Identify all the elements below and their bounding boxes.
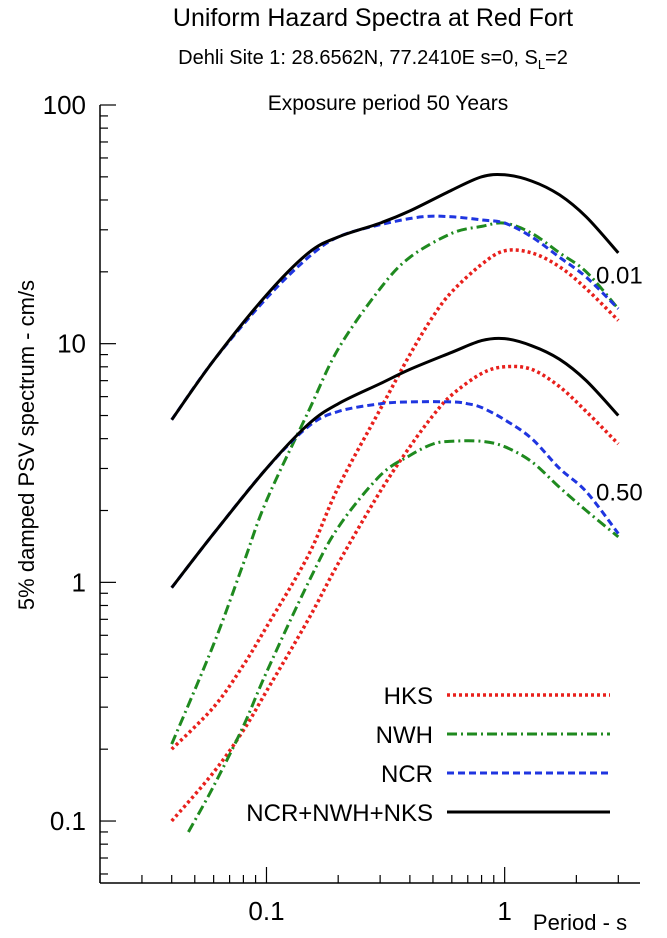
curve-ncr-0.50	[170, 400, 620, 589]
x-tick-label: 1	[497, 896, 511, 926]
curve-tot-0.50	[170, 336, 620, 589]
chart-subtitle: Dehli Site 1: 28.6562N, 77.2410E s=0, SL…	[178, 47, 568, 72]
x-tick-label: 0.1	[248, 896, 284, 926]
curve-hks-0.50	[170, 364, 620, 823]
legend-label: NWH	[376, 722, 433, 749]
curve-label: 0.50	[596, 480, 643, 507]
y-tick-label: 10	[57, 329, 86, 359]
curve-ncr-0.01	[170, 214, 620, 421]
chart-subtitle-subscript: L	[538, 57, 545, 72]
curve-nwh-0.50	[187, 439, 620, 833]
legend-label: NCR+NWH+NKS	[246, 800, 433, 827]
y-tick-label: 100	[43, 90, 86, 120]
curve-nwh-0.01	[170, 221, 620, 745]
legend: HKS NWH NCR NCR+NWH+NKS	[246, 683, 610, 827]
chart-subtitle-end: =2	[545, 47, 568, 69]
y-tick-label: 0.1	[50, 806, 86, 836]
legend-label: NCR	[381, 761, 433, 788]
axes: 100 10 1 0.1 0.1 1	[43, 90, 640, 926]
x-axis-label: Period - s	[533, 910, 627, 935]
chart-title: Uniform Hazard Spectra at Red Fort	[173, 4, 573, 32]
curve-labels: 0.01 0.50	[596, 262, 643, 506]
chart-annotation: Exposure period 50 Years	[268, 92, 509, 115]
y-tick-label: 1	[72, 567, 86, 597]
curve-label: 0.01	[596, 262, 643, 289]
curve-tot-0.01	[170, 172, 620, 421]
legend-label: HKS	[384, 683, 433, 710]
curves	[170, 172, 620, 833]
chart-subtitle-main: Dehli Site 1: 28.6562N, 77.2410E s=0, S	[178, 47, 538, 69]
y-axis-label: 5% damped PSV spectrum - cm/s	[14, 280, 39, 610]
curve-hks-0.01	[170, 248, 620, 751]
